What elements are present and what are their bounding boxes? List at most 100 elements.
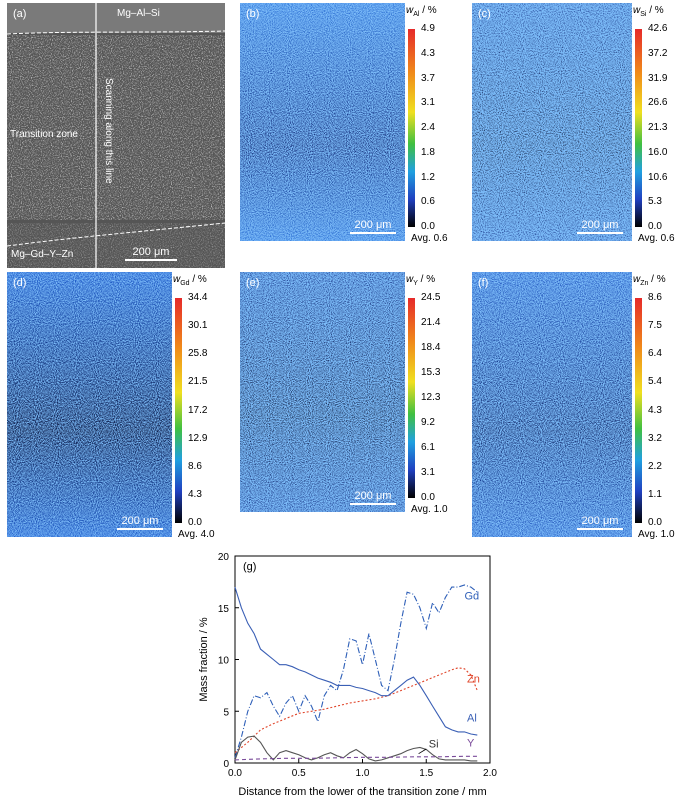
colorbar-tick: 8.6 — [648, 292, 662, 303]
y-tick-label: 0 — [223, 759, 229, 770]
top-alloy-label: Mg–Al–Si — [117, 8, 160, 19]
colorbar-tick: 0.0 — [421, 221, 435, 232]
colorbar-tick: 30.1 — [188, 320, 208, 332]
x-tick-label: 2.0 — [483, 768, 497, 779]
panel-tag: (c) — [478, 8, 491, 20]
x-tick-label: 1.5 — [419, 768, 433, 779]
series-label-al: Al — [467, 713, 477, 725]
colorbar-tick: 25.8 — [188, 348, 208, 360]
panel-tag: (g) — [243, 561, 256, 573]
upper-boundary-line — [7, 30, 225, 35]
colorbar-tick: 8.6 — [188, 460, 202, 472]
colorbar-tick: 5.3 — [648, 196, 662, 208]
transition-zone-label: Transition zone — [10, 129, 78, 140]
colorbar-title: wZn / % — [633, 274, 666, 287]
map-texture — [240, 3, 405, 241]
colorbar-tick: 4.3 — [188, 488, 202, 500]
colorbar-tick: 2.2 — [648, 460, 662, 472]
colorbar-tick: 3.2 — [648, 432, 662, 444]
bottom-alloy-label: Mg–Gd–Y–Zn — [11, 249, 74, 260]
si-pointer-arrow — [418, 748, 427, 755]
colorbar-tick: 17.2 — [188, 404, 208, 416]
colorbar-tick: 0.0 — [648, 517, 662, 528]
y-tick-label: 20 — [218, 552, 230, 563]
series-label-si: Si — [429, 738, 439, 750]
colorbar-tick: 24.5 — [421, 292, 441, 303]
colorbar-si — [635, 29, 642, 227]
colorbar-tick: 3.7 — [421, 72, 435, 84]
scale-bar: 200 μm — [577, 515, 623, 530]
y-axis-label: Mass fraction / % — [198, 617, 210, 702]
eds-map-al: (b) 200 μm — [240, 3, 405, 241]
panel-tag: (b) — [246, 8, 260, 20]
colorbar-tick: 42.6 — [648, 23, 668, 34]
colorbar-title: wGd / % — [173, 274, 207, 287]
eds-map-gd: (d) 200 μm — [7, 272, 172, 537]
colorbar-tick: 3.1 — [421, 97, 435, 109]
map-texture — [7, 272, 172, 537]
panel-tag: (a) — [13, 8, 27, 20]
colorbar-tick: 12.3 — [421, 392, 441, 403]
series-line-gd — [234, 584, 478, 758]
scale-bar-label: 200 μm — [132, 246, 170, 258]
colorbar-tick: 10.6 — [648, 171, 668, 183]
series-label-gd: Gd — [465, 590, 480, 602]
y-tick-label: 15 — [218, 604, 230, 615]
colorbar-tick: 6.1 — [421, 442, 435, 453]
colorbar-tick: 26.6 — [648, 97, 668, 109]
average-label: Avg. 4.0 — [178, 529, 215, 540]
map-texture — [472, 272, 632, 537]
scale-bar: 200 μm — [350, 490, 396, 505]
x-tick-label: 1.0 — [356, 768, 370, 779]
line-profile-chart: (g) 0.0 0.5 1.0 1.5 2.0 0 5 10 15 20 Distance from … — [198, 552, 497, 798]
colorbar-tick: 31.9 — [648, 72, 668, 84]
scan-line-label: Scanning along this line — [103, 78, 114, 184]
x-tick-label: 0.5 — [292, 768, 306, 779]
colorbar-tick: 7.5 — [648, 320, 662, 332]
map-texture — [240, 272, 405, 512]
x-tick-label: 0.0 — [228, 768, 242, 779]
colorbar-tick: 0.0 — [421, 492, 435, 503]
colorbar-tick: 18.4 — [421, 342, 441, 353]
sem-texture — [7, 3, 225, 268]
eds-map-si: (c) 200 μm — [472, 3, 632, 241]
colorbar-title: wAl / % — [406, 5, 437, 18]
colorbar-tick: 0.6 — [421, 196, 435, 208]
colorbar-tick: 1.1 — [648, 488, 662, 500]
y-tick-label: 10 — [218, 656, 230, 667]
series-line-zn — [234, 667, 478, 754]
scale-bar: 200 μm — [577, 219, 623, 234]
colorbar-gd — [175, 298, 182, 523]
scale-bar: 200 μm — [125, 246, 177, 261]
colorbar-tick: 12.9 — [188, 432, 208, 444]
colorbar-tick: 21.5 — [188, 376, 208, 388]
colorbar-tick: 4.9 — [421, 23, 435, 34]
eds-map-zn: (f) 200 μm — [472, 272, 632, 537]
colorbar-title: wY / % — [406, 274, 436, 287]
eds-map-y: (e) 200 μm — [240, 272, 405, 512]
colorbar-title: wSi / % — [633, 5, 664, 18]
lower-boundary-line — [7, 222, 225, 247]
colorbar-tick: 37.2 — [648, 47, 668, 59]
average-label: Avg. 0.6 — [638, 233, 675, 244]
colorbar-tick: 3.1 — [421, 467, 435, 478]
series-label-y: Y — [467, 737, 475, 749]
scale-bar-label: 200 μm — [581, 219, 619, 231]
colorbar-tick: 21.3 — [648, 122, 668, 133]
colorbar-tick: 4.3 — [421, 47, 435, 59]
colorbar-tick: 1.2 — [421, 171, 435, 183]
colorbar-tick: 34.4 — [188, 292, 208, 303]
average-label: Avg. 1.0 — [638, 529, 675, 540]
series-line-si — [234, 735, 478, 762]
panel-tag: (e) — [246, 277, 260, 289]
colorbar-tick: 0.0 — [188, 517, 202, 528]
colorbar-y — [408, 298, 415, 498]
y-tick-label: 5 — [223, 707, 229, 718]
colorbar-tick: 0.0 — [648, 221, 662, 232]
colorbar-tick: 2.4 — [421, 122, 435, 133]
colorbar-tick: 4.3 — [648, 404, 662, 416]
series-line-al — [234, 586, 478, 736]
colorbar-tick: 16.0 — [648, 146, 668, 158]
series-label-zn: Zn — [467, 673, 480, 685]
scale-bar-label: 200 μm — [354, 219, 392, 231]
